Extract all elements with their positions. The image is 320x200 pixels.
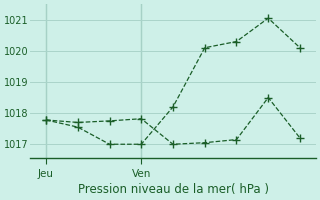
X-axis label: Pression niveau de la mer( hPa ): Pression niveau de la mer( hPa ) bbox=[77, 183, 268, 196]
